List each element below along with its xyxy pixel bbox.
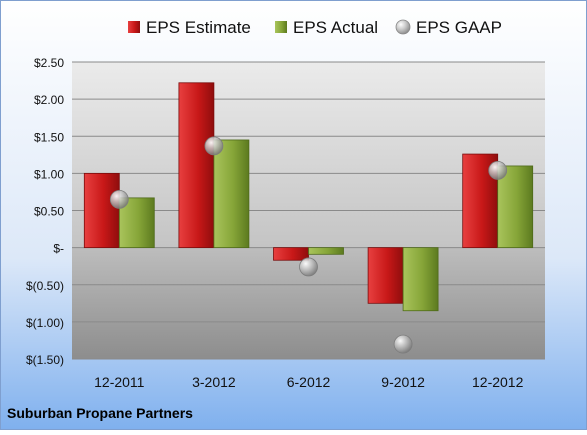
- x-tick-label: 12-2011: [94, 374, 145, 390]
- point-eps-gaap: [299, 257, 318, 277]
- y-tick-label: $0.50: [34, 205, 64, 219]
- bar-eps-actual: [402, 247, 439, 312]
- bar-eps-estimate: [273, 247, 309, 261]
- point-eps-gaap: [109, 189, 129, 209]
- x-tick-label: 6-2012: [287, 374, 331, 390]
- y-tick-label: $(0.50): [26, 279, 64, 293]
- footer-company-name: Suburban Propane Partners: [7, 405, 193, 421]
- legend: EPS Estimate EPS Actual EPS GAAP: [128, 18, 502, 37]
- bar-eps-estimate: [367, 247, 404, 304]
- gridlines: [72, 61, 545, 360]
- legend-label-gaap: EPS GAAP: [416, 18, 502, 37]
- bar-eps-actual: [213, 139, 250, 249]
- legend-swatch-estimate: [128, 21, 140, 33]
- legend-label-actual: EPS Actual: [293, 18, 378, 37]
- bars: [83, 82, 534, 312]
- legend-item-estimate: EPS Estimate: [128, 18, 251, 37]
- y-tick-label: $2.50: [34, 56, 64, 70]
- gaap-points: [109, 136, 508, 354]
- bar-eps-estimate: [178, 82, 215, 249]
- point-eps-gaap: [393, 334, 413, 354]
- bar-eps-estimate: [83, 172, 120, 249]
- legend-label-estimate: EPS Estimate: [146, 18, 251, 37]
- x-tick-label: 3-2012: [192, 374, 236, 390]
- y-tick-label: $(1.00): [26, 316, 64, 330]
- bar-eps-actual: [497, 165, 534, 249]
- legend-swatch-actual: [275, 21, 287, 33]
- y-tick-label: $2.00: [34, 93, 64, 107]
- legend-item-actual: EPS Actual: [275, 18, 378, 37]
- y-tick-label: $1.00: [34, 167, 64, 181]
- x-tick-label: 12-2012: [472, 374, 524, 390]
- y-tick-label: $(1.50): [26, 353, 64, 367]
- x-axis-ticks: 12-2011 3-2012 6-2012 9-2012 12-2012: [94, 374, 523, 390]
- y-tick-label: $1.50: [34, 130, 64, 144]
- legend-marker-gaap: [395, 19, 411, 35]
- x-tick-label: 9-2012: [381, 374, 425, 390]
- legend-item-gaap: EPS GAAP: [395, 18, 502, 37]
- point-eps-gaap: [204, 136, 224, 156]
- point-eps-gaap: [488, 161, 508, 180]
- bar-eps-actual: [308, 247, 344, 255]
- y-axis-ticks: $2.50 $2.00 $1.50 $1.00 $0.50 $- $(0.50) $(1.00…: [26, 56, 64, 367]
- y-tick-label: $-: [53, 242, 64, 256]
